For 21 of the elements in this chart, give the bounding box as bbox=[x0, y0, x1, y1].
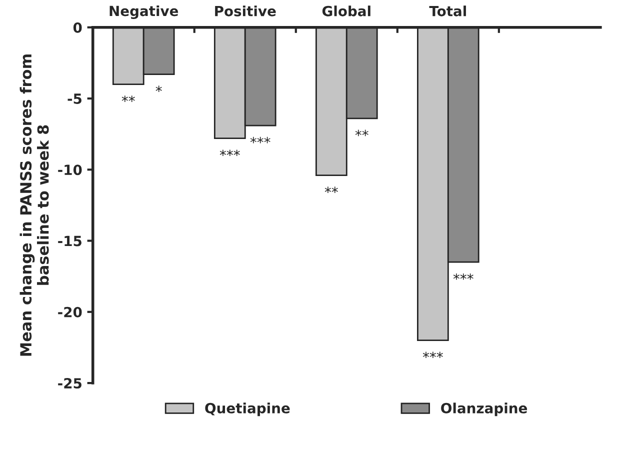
x-tick-label: Positive bbox=[215, 6, 276, 16]
data-label: ** bbox=[122, 96, 135, 102]
data-label: * bbox=[156, 86, 162, 92]
data-label: *** bbox=[250, 136, 270, 144]
legend-label: Quetiapine bbox=[205, 402, 290, 416]
x-tick-label: Total bbox=[429, 6, 466, 16]
data-label: *** bbox=[453, 273, 474, 280]
data-label: *** bbox=[422, 352, 443, 358]
x-tick-label: Global bbox=[322, 6, 370, 16]
data-label: ** bbox=[355, 130, 368, 136]
data-label: ** bbox=[324, 186, 338, 194]
x-tick-label: Negative bbox=[110, 5, 178, 20]
y-tick-label: -25 bbox=[58, 378, 82, 389]
data-label: *** bbox=[220, 150, 240, 156]
y-tick-label: -10 bbox=[58, 164, 82, 176]
y-tick-label: -5 bbox=[68, 94, 82, 104]
y-axis-title: Mean change in PANSS scores from baseline to week 8 bbox=[20, 54, 49, 356]
y-tick-label: 0 bbox=[73, 22, 82, 33]
y-tick-label: -15 bbox=[58, 236, 82, 246]
legend-label: Olanzapine bbox=[441, 402, 528, 416]
y-tick-label: -20 bbox=[58, 306, 82, 318]
